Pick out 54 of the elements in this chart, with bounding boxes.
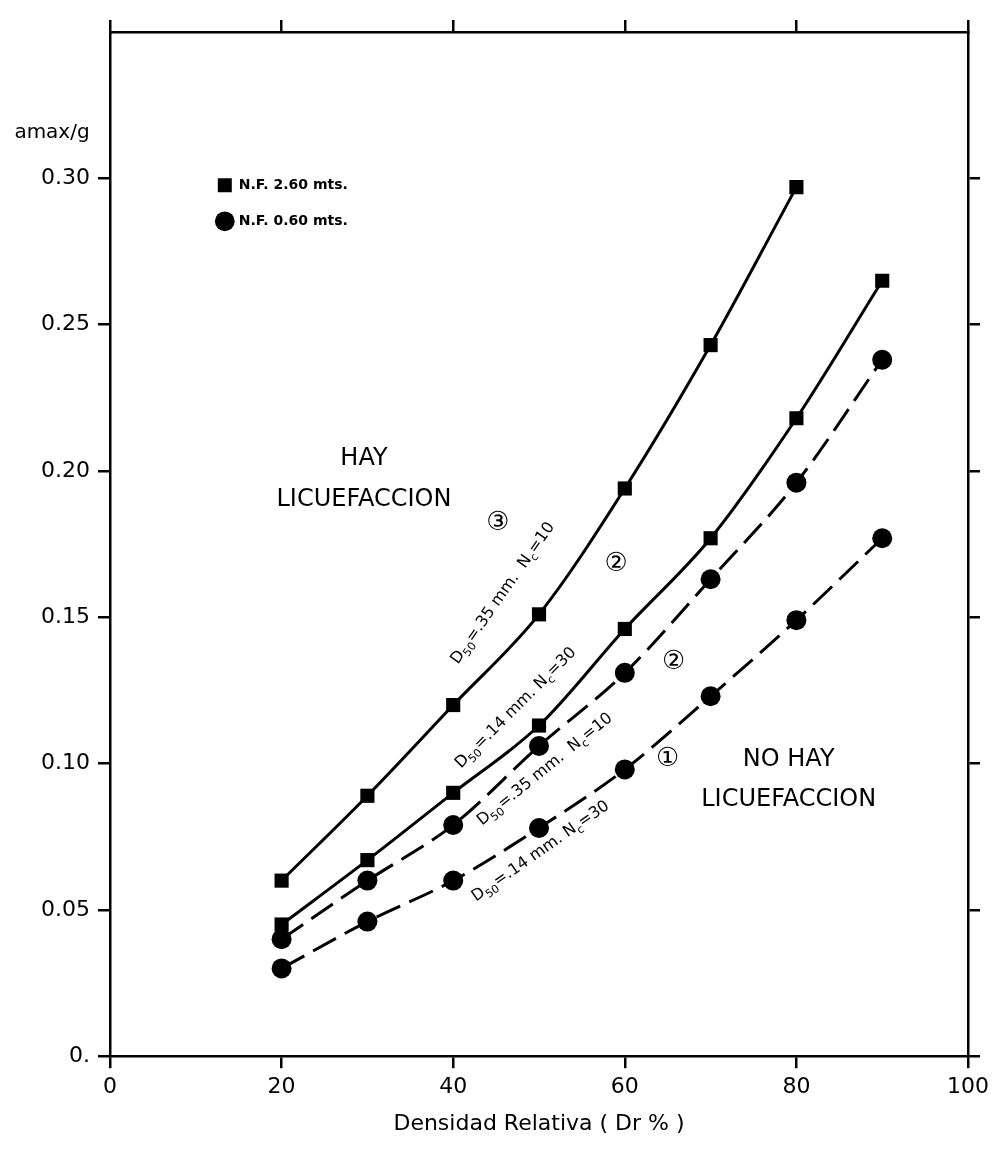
point [271, 958, 292, 979]
point [703, 338, 718, 353]
y-tick-label: 0. [69, 1041, 90, 1067]
point [271, 929, 292, 950]
y-tick-label: 0.30 [41, 164, 90, 190]
annotation: ① [656, 741, 680, 772]
y-axis-title: amax/g [14, 119, 90, 144]
point [703, 531, 718, 546]
point [786, 610, 807, 631]
x-tick-label: 0 [103, 1073, 117, 1099]
point [529, 736, 549, 757]
point [789, 180, 804, 195]
point [360, 788, 375, 803]
point [614, 662, 635, 683]
annotation: NO HAY LICUEFACCION [701, 743, 877, 813]
annotation: ③ [486, 506, 510, 537]
point [443, 815, 464, 836]
x-tick-label: 80 [782, 1073, 811, 1099]
point [531, 718, 547, 733]
annotation: ② [662, 644, 686, 675]
point [446, 697, 461, 713]
point [617, 481, 632, 496]
y-tick-label: 0.25 [41, 310, 90, 336]
legend-label: N.F. 2.60 mts. [238, 175, 348, 192]
point [529, 817, 549, 838]
point [531, 607, 547, 622]
legend-label: N.F. 0.60 mts. [238, 211, 348, 228]
point [360, 853, 375, 868]
point [872, 349, 893, 370]
point [274, 917, 289, 932]
point [789, 411, 804, 426]
point [357, 911, 378, 932]
point [614, 759, 635, 780]
point [872, 528, 893, 549]
point [700, 569, 721, 590]
x-tick-label: 40 [439, 1073, 468, 1099]
y-tick-label: 0.15 [41, 602, 90, 628]
point [875, 273, 890, 288]
x-axis-title: Densidad Relativa ( Dr % ) [393, 1109, 685, 1135]
point [357, 870, 378, 891]
point [443, 870, 464, 891]
y-tick-label: 0.20 [41, 456, 90, 482]
annotation: HAY LICUEFACCION [276, 443, 452, 513]
point [446, 785, 461, 800]
point [786, 472, 807, 493]
point [617, 621, 632, 637]
y-tick-label: 0.05 [41, 895, 90, 921]
x-tick-label: 60 [610, 1073, 639, 1099]
x-tick-label: 100 [947, 1073, 989, 1099]
x-tick-label: 20 [267, 1073, 296, 1099]
point [700, 686, 721, 707]
y-tick-label: 0.10 [41, 749, 90, 775]
annotation: ② [604, 547, 628, 578]
point [274, 873, 289, 888]
